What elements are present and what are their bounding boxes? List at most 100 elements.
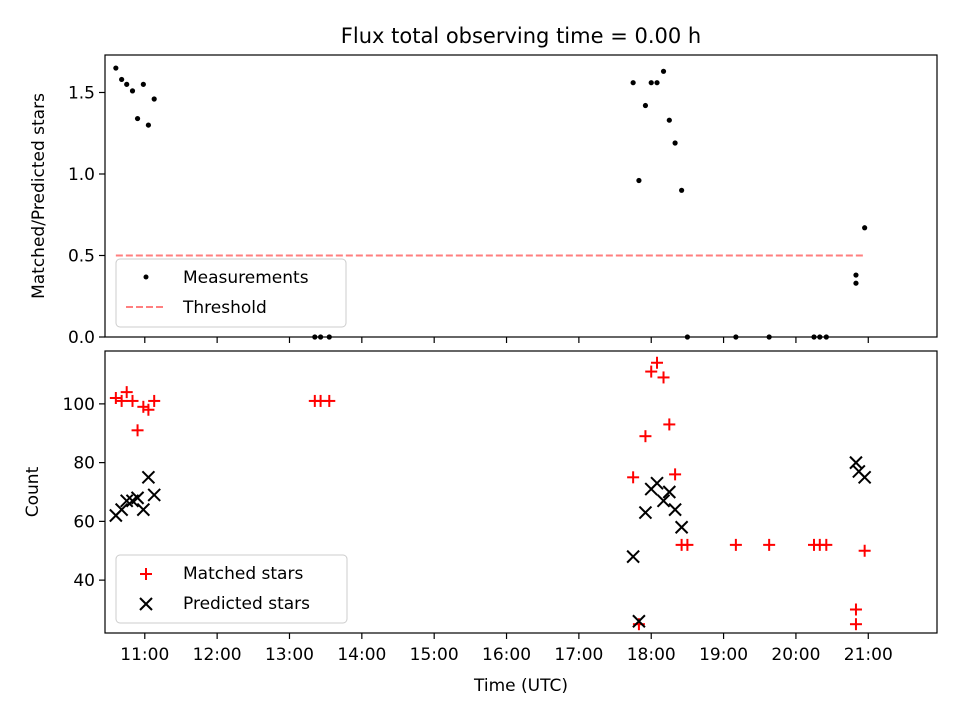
predicted-star-point [130, 491, 145, 505]
measurement-point [145, 122, 152, 128]
matched-star-point [137, 400, 150, 413]
predicted-star-point [119, 494, 134, 508]
measurement-point [654, 80, 660, 86]
top-legend: Measurements Threshold [115, 258, 347, 328]
matched-star-point [681, 538, 694, 551]
y-tick-label: 60 [73, 512, 95, 532]
top-legend-box [115, 258, 347, 328]
predicted-star-point [136, 502, 151, 517]
x-tick-label: 16:00 [482, 645, 531, 665]
bottom-legend-box [115, 554, 348, 624]
bottom-axes-frame [104, 350, 938, 634]
panel-bottom: 40 60 80 100 11:00 12:00 13:00 14:00 15:00 16:00… [23, 350, 938, 696]
measurement-point [124, 81, 130, 87]
matched-star-point [115, 394, 128, 407]
matched-star-point [763, 538, 776, 551]
top-ylabel: Matched/Predicted stars [29, 93, 49, 299]
measurement-point [853, 280, 859, 286]
y-tick-label: 0.0 [68, 328, 95, 348]
y-tick-label: 80 [73, 454, 95, 474]
bottom-marks [109, 356, 872, 631]
matched-star-point [663, 418, 676, 431]
legend-measurements-label: Measurements [183, 268, 309, 288]
x-tick-label: 19:00 [699, 645, 748, 665]
measurement-point [119, 76, 125, 83]
bottom-legend: Matched stars Predicted stars [115, 554, 348, 624]
measurement-point [672, 140, 678, 146]
x-tick-label: 11:00 [120, 645, 169, 665]
legend-matched-label: Matched stars [183, 564, 303, 584]
predicted-star-point [626, 549, 640, 564]
matched-star-point [849, 603, 862, 616]
legend-matched-marker [140, 568, 152, 580]
matched-star-point [657, 371, 670, 384]
matched-star-point [109, 392, 122, 404]
matched-star-point [858, 544, 871, 557]
y-tick-label: 0.5 [68, 246, 95, 266]
y-tick-label: 1.5 [68, 83, 95, 103]
measurement-point [666, 117, 672, 123]
measurement-point [151, 96, 157, 102]
x-tick-label: 12:00 [193, 645, 242, 665]
matched-star-point [669, 468, 682, 481]
measurement-point [862, 225, 868, 231]
measurement-point [630, 80, 636, 86]
x-tick-label: 21:00 [844, 645, 893, 665]
measurement-point [140, 81, 146, 87]
x-tick-label: 20:00 [771, 645, 820, 665]
x-axis-label: Time (UTC) [473, 676, 568, 696]
matched-star-point [142, 403, 155, 416]
y-tick-label: 100 [63, 395, 95, 415]
x-tick-label: 15:00 [410, 645, 459, 665]
predicted-star-point [662, 485, 677, 499]
legend-predicted-marker [139, 597, 153, 611]
legend-threshold-label: Threshold [182, 298, 267, 318]
matched-star-point [849, 618, 862, 631]
top-xticks [144, 337, 869, 343]
measurement-point [113, 65, 119, 71]
matched-star-point [131, 424, 144, 437]
top-marks [113, 65, 868, 340]
matched-star-point [120, 386, 133, 399]
top-axes-frame [104, 54, 938, 338]
predicted-star-point [632, 614, 646, 628]
x-tick-label: 17:00 [554, 645, 603, 665]
legend-predicted-label: Predicted stars [183, 594, 310, 614]
predicted-star-point [668, 502, 682, 517]
matched-star-point [729, 538, 742, 551]
x-tick-label: 14:00 [337, 645, 386, 665]
predicted-star-point [114, 502, 129, 517]
measurement-point [648, 80, 654, 86]
bottom-yticks: 40 60 80 100 [63, 395, 105, 591]
predicted-star-point [638, 505, 653, 520]
measurement-point [129, 88, 136, 94]
panel-top: 0.0 0.5 1.0 1.5 Matched/Predicted stars Mea… [29, 54, 938, 348]
chart-title: Flux total observing time = 0.00 h [341, 24, 701, 48]
matched-star-point [148, 394, 161, 407]
matched-star-point [820, 538, 833, 551]
top-yticks: 0.0 0.5 1.0 1.5 [68, 83, 105, 348]
matched-star-point [627, 471, 640, 484]
predicted-star-point [656, 494, 671, 508]
measurement-point [642, 102, 649, 109]
matched-star-point [639, 430, 652, 443]
predicted-star-point [857, 470, 872, 485]
measurement-point [660, 68, 667, 74]
measurement-point [679, 187, 685, 193]
predicted-star-point [650, 476, 664, 490]
matched-star-point [645, 365, 658, 378]
matched-star-point [126, 394, 139, 407]
legend-measurements-marker [143, 274, 149, 280]
measurement-point [853, 272, 859, 278]
x-tick-label: 18:00 [627, 645, 676, 665]
y-tick-label: 40 [73, 571, 95, 591]
x-tick-label: 13:00 [265, 645, 314, 665]
predicted-star-point [141, 470, 156, 485]
predicted-star-point [147, 488, 161, 502]
predicted-star-point [674, 520, 689, 534]
y-tick-label: 1.0 [68, 165, 95, 185]
bottom-xticks: 11:00 12:00 13:00 14:00 15:00 16:00 17:00 18:00… [120, 633, 893, 665]
predicted-star-point [849, 455, 863, 470]
